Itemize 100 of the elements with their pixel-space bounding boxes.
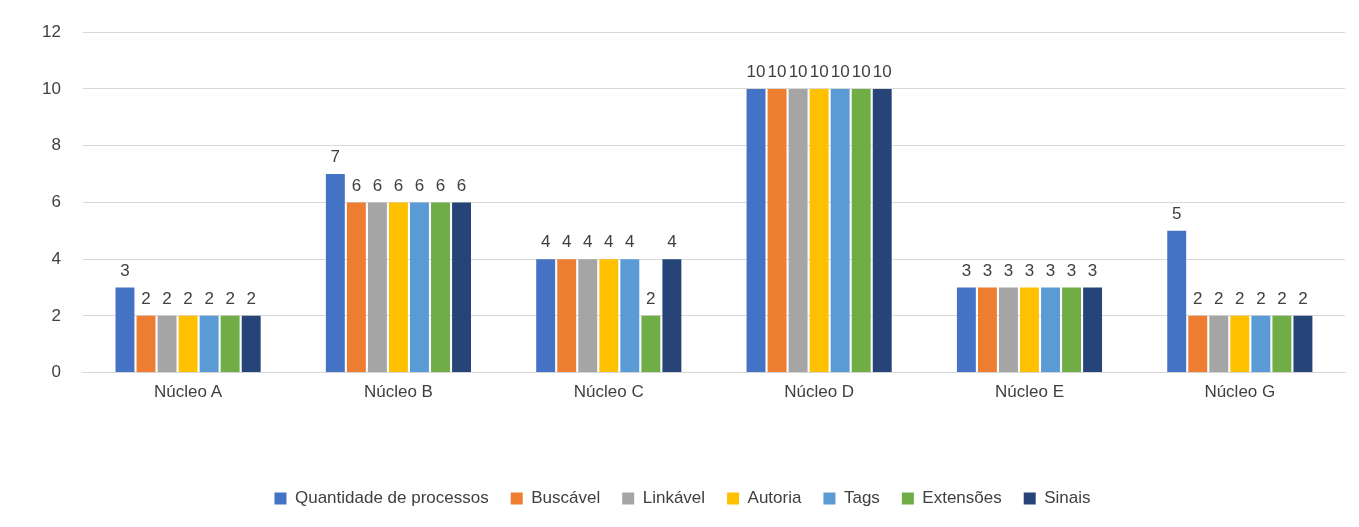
bar	[746, 88, 766, 373]
data-label: 10	[788, 62, 808, 82]
bar	[977, 287, 997, 373]
data-label: 2	[1256, 289, 1266, 309]
data-label: 4	[540, 232, 551, 252]
data-label: 2	[646, 289, 656, 309]
legend-label: Tags	[843, 488, 880, 508]
bar	[1230, 315, 1250, 373]
bar	[452, 202, 471, 373]
y-tick-label: 12	[41, 21, 61, 41]
y-tick-label: 8	[51, 135, 61, 155]
bar	[388, 202, 408, 373]
legend-label: Sinais	[1044, 488, 1091, 508]
bar	[641, 315, 661, 373]
bar	[1209, 315, 1229, 373]
bar	[830, 88, 850, 373]
bar	[136, 315, 156, 373]
data-label: 2	[1277, 289, 1287, 309]
x-tick-label: Núcleo D	[784, 382, 855, 402]
data-label: 5	[1171, 203, 1182, 223]
data-label: 7	[330, 147, 341, 167]
data-label: 3	[1045, 260, 1056, 280]
bar	[557, 259, 577, 373]
data-label: 3	[1066, 260, 1077, 280]
bar	[199, 315, 219, 373]
bar	[662, 259, 682, 373]
bar	[809, 88, 829, 373]
x-tick-label: Núcleo B	[363, 382, 433, 402]
data-label: 4	[667, 232, 677, 252]
bar	[578, 259, 598, 373]
bar	[1041, 287, 1060, 373]
y-tick-label: 4	[51, 248, 61, 268]
bar	[1188, 315, 1208, 373]
bar	[1293, 315, 1313, 373]
legend-label: Extensões	[922, 488, 1002, 508]
legend-label: Buscável	[531, 488, 601, 508]
bar	[431, 202, 450, 373]
bar	[788, 88, 808, 373]
bar	[851, 88, 871, 373]
bar	[346, 202, 366, 373]
data-label: 6	[456, 175, 467, 195]
x-tick-label: Núcleo C	[573, 382, 644, 402]
data-label: 2	[246, 289, 256, 309]
bar	[178, 315, 198, 373]
bar	[872, 88, 892, 373]
data-label: 3	[1087, 260, 1098, 280]
data-label: 2	[1235, 289, 1245, 309]
legend-label: Linkável	[642, 488, 706, 508]
data-label: 2	[225, 289, 235, 309]
data-label: 10	[872, 62, 892, 82]
bar	[220, 315, 240, 373]
bar	[998, 287, 1018, 373]
y-tick-label: 10	[41, 78, 61, 98]
bar	[1272, 315, 1292, 373]
data-label: 4	[604, 232, 614, 252]
data-label: 3	[982, 260, 993, 280]
data-label: 4	[583, 232, 593, 252]
data-label: 10	[809, 62, 829, 82]
data-label: 10	[851, 62, 871, 82]
data-label: 10	[767, 62, 787, 82]
bar	[410, 202, 429, 373]
bar	[599, 259, 619, 373]
data-label: 10	[830, 62, 850, 82]
legend-label: Quantidade de processos	[294, 488, 489, 508]
bar	[325, 174, 345, 373]
bar	[536, 259, 556, 373]
bar	[767, 88, 787, 373]
bar	[1083, 287, 1103, 373]
bar	[1167, 230, 1187, 373]
x-tick-label: Núcleo G	[1204, 382, 1276, 402]
data-label: 2	[1193, 289, 1203, 309]
data-label: 3	[1003, 260, 1014, 280]
data-label: 2	[1298, 289, 1308, 309]
bar	[1251, 315, 1271, 373]
y-tick-label: 6	[51, 192, 61, 212]
bar	[1062, 287, 1082, 373]
data-label: 3	[961, 260, 972, 280]
bar	[1020, 287, 1039, 373]
data-label: 2	[183, 289, 193, 309]
bar	[620, 259, 640, 373]
data-label: 4	[561, 232, 572, 252]
data-label: 3	[120, 260, 130, 280]
y-tick-label: 0	[51, 362, 61, 382]
bar	[956, 287, 976, 373]
data-label: 2	[204, 289, 214, 309]
data-label: 4	[625, 232, 635, 252]
bar	[241, 315, 261, 373]
y-tick-label: 2	[51, 305, 61, 325]
data-label: 3	[1024, 260, 1035, 280]
data-label: 6	[393, 175, 404, 195]
bar	[157, 315, 177, 373]
data-label: 6	[372, 175, 383, 195]
bar	[367, 202, 387, 373]
legend-label: Autoria	[747, 488, 802, 508]
bar	[115, 287, 135, 373]
x-tick-label: Núcleo E	[994, 382, 1064, 402]
data-label: 6	[414, 175, 425, 195]
data-label: 2	[162, 289, 172, 309]
data-label: 6	[351, 175, 362, 195]
data-label: 2	[141, 289, 151, 309]
